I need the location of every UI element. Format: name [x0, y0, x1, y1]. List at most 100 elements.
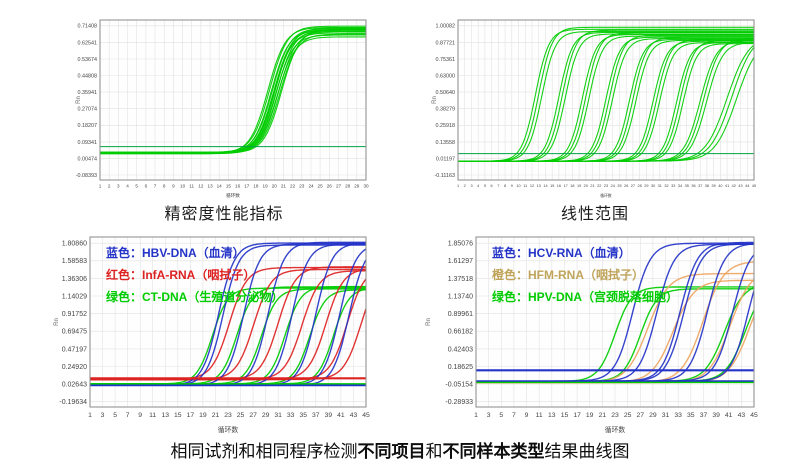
- svg-text:4: 4: [126, 184, 129, 189]
- svg-text:7: 7: [154, 184, 157, 189]
- svg-text:5: 5: [499, 412, 503, 419]
- svg-text:43: 43: [738, 412, 746, 419]
- svg-text:44: 44: [745, 184, 749, 188]
- precision-chart-panel: 1 2 3 4 5 6 7 8 9 10 11 12 13 14 15 16 17 18 19 20 21 22 23 24 2…: [74, 10, 374, 205]
- svg-text:30: 30: [651, 184, 655, 188]
- svg-text:13: 13: [162, 412, 170, 419]
- svg-text:-0.28933: -0.28933: [445, 399, 473, 406]
- svg-text:0.89961: 0.89961: [448, 311, 473, 318]
- svg-text:循环数: 循环数: [600, 193, 612, 198]
- svg-text:38: 38: [705, 184, 709, 188]
- svg-text:16: 16: [557, 184, 561, 188]
- svg-text:39: 39: [711, 184, 715, 188]
- svg-text:6: 6: [491, 184, 493, 188]
- svg-text:5: 5: [484, 184, 486, 188]
- svg-text:24: 24: [611, 184, 615, 188]
- svg-text:9: 9: [138, 412, 142, 419]
- svg-text:-0.19634: -0.19634: [59, 399, 87, 406]
- same-reagent-projects-chart-svg: 1 3 5 7 9 11 13 15 17 19 21 23 25 27 29 31 33 35 37 39 41 43 4…: [54, 236, 370, 434]
- svg-text:0.91752: 0.91752: [62, 311, 87, 318]
- svg-text:10: 10: [516, 184, 520, 188]
- svg-text:25: 25: [318, 184, 324, 189]
- svg-text:0.75361: 0.75361: [436, 57, 456, 63]
- svg-text:25: 25: [617, 184, 621, 188]
- svg-text:21: 21: [281, 184, 287, 189]
- svg-text:蓝色：HCV-RNA（血清）: 蓝色：HCV-RNA（血清）: [492, 245, 631, 260]
- svg-text:21: 21: [599, 412, 607, 419]
- svg-text:11: 11: [189, 184, 194, 189]
- svg-text:19: 19: [263, 184, 269, 189]
- svg-text:24: 24: [308, 184, 314, 189]
- svg-text:Rn: Rn: [76, 96, 82, 104]
- svg-text:0.38279: 0.38279: [436, 107, 456, 113]
- svg-text:绿色：CT-DNA（生殖道分泌物）: 绿色：CT-DNA（生殖道分泌物）: [106, 289, 283, 304]
- svg-text:3: 3: [470, 184, 472, 188]
- svg-text:34: 34: [678, 184, 682, 188]
- svg-text:43: 43: [738, 184, 742, 188]
- svg-text:43: 43: [350, 412, 358, 419]
- svg-text:28: 28: [345, 184, 351, 189]
- svg-text:40: 40: [718, 184, 722, 188]
- svg-text:1: 1: [88, 412, 92, 419]
- svg-text:0.50640: 0.50640: [436, 90, 456, 96]
- svg-text:22: 22: [290, 184, 296, 189]
- svg-text:35: 35: [685, 184, 689, 188]
- svg-text:17: 17: [563, 184, 567, 188]
- svg-text:1.00082: 1.00082: [436, 24, 456, 30]
- svg-text:0.09341: 0.09341: [78, 140, 98, 146]
- svg-text:3: 3: [487, 412, 491, 419]
- svg-text:23: 23: [299, 184, 305, 189]
- svg-text:29: 29: [354, 184, 360, 189]
- svg-text:18: 18: [253, 184, 259, 189]
- svg-text:0.27074: 0.27074: [78, 107, 98, 113]
- svg-text:0.71408: 0.71408: [78, 24, 98, 30]
- figure-caption-part1: 相同试剂和相同程序检测: [170, 442, 358, 461]
- svg-text:21: 21: [212, 412, 220, 419]
- svg-text:3: 3: [117, 184, 120, 189]
- svg-text:35: 35: [300, 412, 308, 419]
- svg-text:33: 33: [674, 412, 682, 419]
- svg-text:35: 35: [687, 412, 695, 419]
- svg-text:8: 8: [163, 184, 166, 189]
- svg-text:36: 36: [691, 184, 695, 188]
- svg-text:27: 27: [631, 184, 635, 188]
- linear-range-chart-panel: 1 2 3 4 5 6 7 8 9 10 11 12 13 14 15 16 17 18 19 20 21 22 23 24 2…: [430, 10, 760, 205]
- svg-text:39: 39: [712, 412, 720, 419]
- svg-text:2: 2: [464, 184, 466, 188]
- same-reagent-samples-chart-svg: 1 3 5 7 9 11 13 15 17 19 21 23 25 27 29 31 33 35 37 39 41 43 4…: [426, 236, 758, 434]
- svg-text:7: 7: [497, 184, 499, 188]
- svg-text:0.87721: 0.87721: [436, 40, 456, 46]
- svg-text:20: 20: [584, 184, 588, 188]
- svg-text:27: 27: [336, 184, 342, 189]
- svg-text:13: 13: [208, 184, 214, 189]
- svg-text:31: 31: [662, 412, 670, 419]
- svg-text:23: 23: [611, 412, 619, 419]
- svg-text:0.69475: 0.69475: [62, 329, 87, 336]
- svg-text:4: 4: [477, 184, 479, 188]
- svg-text:0.01197: 0.01197: [436, 156, 455, 162]
- svg-text:18: 18: [570, 184, 574, 188]
- svg-text:12: 12: [198, 184, 204, 189]
- svg-text:1.61297: 1.61297: [448, 258, 473, 265]
- svg-text:19: 19: [586, 412, 594, 419]
- svg-text:10: 10: [180, 184, 186, 189]
- svg-text:2: 2: [108, 184, 111, 189]
- svg-text:6: 6: [145, 184, 148, 189]
- svg-text:绿色：HPV-DNA（宫颈脱落细胞）: 绿色：HPV-DNA（宫颈脱落细胞）: [492, 289, 678, 304]
- svg-text:11: 11: [149, 412, 156, 419]
- svg-text:0.53674: 0.53674: [78, 57, 98, 63]
- svg-text:33: 33: [287, 412, 295, 419]
- svg-text:25: 25: [624, 412, 632, 419]
- svg-text:1.37518: 1.37518: [448, 276, 473, 283]
- svg-text:1.58583: 1.58583: [62, 258, 87, 265]
- svg-text:17: 17: [187, 412, 195, 419]
- svg-text:0.25918: 0.25918: [436, 123, 456, 129]
- svg-text:1: 1: [457, 184, 459, 188]
- svg-text:37: 37: [312, 412, 320, 419]
- svg-text:9: 9: [511, 184, 513, 188]
- figure-caption-bold2: 不同样本类型: [442, 442, 545, 461]
- svg-text:28: 28: [637, 184, 641, 188]
- svg-text:蓝色：HBV-DNA（血清）: 蓝色：HBV-DNA（血清）: [106, 245, 245, 260]
- svg-text:33: 33: [671, 184, 675, 188]
